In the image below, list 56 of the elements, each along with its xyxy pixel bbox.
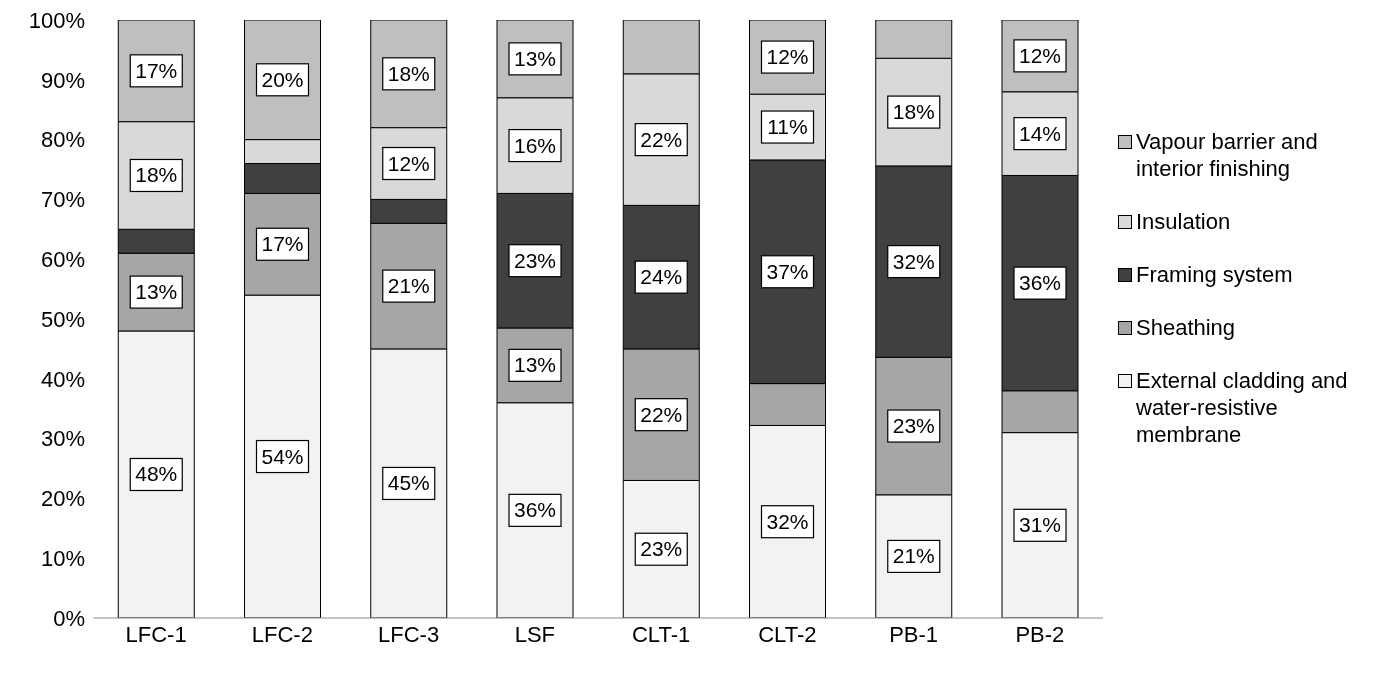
data-label: 11% — [767, 115, 808, 139]
data-label: 13% — [513, 46, 557, 70]
data-label: 24% — [640, 265, 683, 289]
legend-label: Vapour barrier and interior finishing — [1136, 128, 1319, 182]
x-tick-label: LFC-3 — [378, 621, 440, 647]
y-tick-label: 100% — [28, 7, 85, 33]
data-label: 48% — [135, 462, 178, 486]
x-tick-label: LSF — [514, 621, 556, 647]
y-tick-label: 50% — [40, 306, 85, 332]
x-tick-label: PB-1 — [889, 621, 939, 647]
x-tick-label: CLT-2 — [758, 621, 817, 647]
data-label: 36% — [1018, 271, 1062, 295]
data-label: 45% — [387, 471, 430, 495]
data-label: 13% — [513, 353, 557, 377]
data-label: 36% — [513, 498, 557, 522]
y-tick-label: 20% — [40, 486, 85, 512]
legend-label: External cladding and water-resistive membrane — [1136, 367, 1349, 448]
y-tick-label: 90% — [40, 67, 85, 93]
data-label: 32% — [892, 249, 935, 273]
legend-label: Insulation — [1136, 208, 1231, 235]
data-label: 21% — [892, 544, 935, 568]
x-tick-label: CLT-1 — [631, 621, 691, 647]
data-label: 31% — [1018, 513, 1062, 537]
data-label: 21% — [387, 274, 430, 298]
legend-label: Sheathing — [1136, 314, 1236, 341]
y-tick-label: 30% — [40, 426, 85, 452]
data-label: 12% — [387, 151, 430, 175]
y-tick-label: 60% — [40, 247, 85, 273]
y-tick-label: 0% — [53, 605, 85, 631]
data-label: 20% — [261, 67, 304, 91]
data-label: 37% — [766, 259, 809, 283]
x-tick-label: LFC-2 — [251, 621, 313, 647]
data-label: 23% — [892, 414, 935, 438]
data-label: 22% — [640, 127, 683, 151]
data-label: 12% — [766, 45, 809, 69]
data-label: 17% — [135, 58, 178, 82]
data-label: 32% — [766, 509, 809, 533]
y-tick-label: 70% — [40, 187, 85, 213]
data-label: 18% — [892, 100, 935, 124]
legend-label: Framing system — [1136, 261, 1293, 288]
y-tick-label: 40% — [40, 366, 85, 392]
y-tick-label: 10% — [40, 546, 85, 572]
data-label: 23% — [640, 537, 683, 561]
data-label: 18% — [135, 163, 178, 187]
data-label: 16% — [513, 133, 557, 157]
x-tick-label: PB-2 — [1015, 621, 1065, 647]
data-label: 54% — [261, 444, 304, 468]
data-label: 14% — [1018, 121, 1062, 145]
y-tick-label: 80% — [40, 127, 85, 153]
data-label: 18% — [387, 61, 430, 85]
x-tick-label: LFC-1 — [125, 621, 187, 647]
data-label: 13% — [135, 280, 178, 304]
data-label: 22% — [640, 402, 683, 426]
data-label: 17% — [261, 232, 304, 256]
data-label: 12% — [1018, 43, 1062, 67]
data-label: 23% — [513, 248, 557, 272]
